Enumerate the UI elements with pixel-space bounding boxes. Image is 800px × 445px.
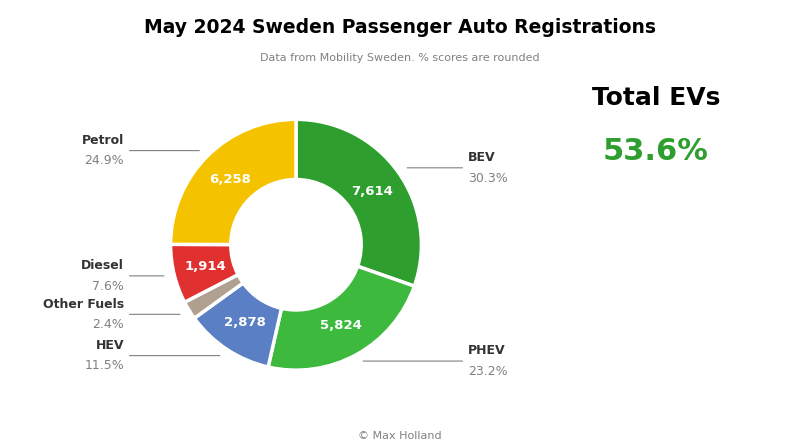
Text: Petrol: Petrol: [82, 134, 124, 147]
Wedge shape: [170, 119, 296, 245]
Text: 11.5%: 11.5%: [85, 360, 124, 372]
Text: 5,824: 5,824: [320, 320, 362, 332]
Wedge shape: [185, 275, 243, 318]
Text: 6,258: 6,258: [210, 173, 251, 186]
Wedge shape: [170, 244, 238, 302]
Text: 7,614: 7,614: [350, 185, 393, 198]
Text: BEV: BEV: [468, 151, 495, 164]
Text: HEV: HEV: [96, 339, 124, 352]
Text: 7.6%: 7.6%: [92, 279, 124, 293]
Text: Data from Mobility Sweden. % scores are rounded: Data from Mobility Sweden. % scores are …: [260, 53, 540, 63]
Text: PHEV: PHEV: [468, 344, 506, 357]
Text: © Max Holland: © Max Holland: [358, 431, 442, 441]
Text: Total EVs: Total EVs: [592, 86, 720, 110]
Wedge shape: [194, 283, 282, 367]
Text: Diesel: Diesel: [82, 259, 124, 272]
Text: May 2024 Sweden Passenger Auto Registrations: May 2024 Sweden Passenger Auto Registrat…: [144, 18, 656, 37]
Text: 53.6%: 53.6%: [603, 137, 709, 166]
Text: 2,878: 2,878: [224, 316, 266, 329]
Text: 23.2%: 23.2%: [468, 365, 507, 378]
Text: Other Fuels: Other Fuels: [43, 298, 124, 311]
Text: 1,914: 1,914: [185, 260, 226, 273]
Wedge shape: [268, 266, 414, 370]
Wedge shape: [296, 119, 422, 286]
Text: 24.9%: 24.9%: [85, 154, 124, 167]
Text: 2.4%: 2.4%: [93, 318, 124, 331]
Text: 30.3%: 30.3%: [468, 172, 507, 185]
